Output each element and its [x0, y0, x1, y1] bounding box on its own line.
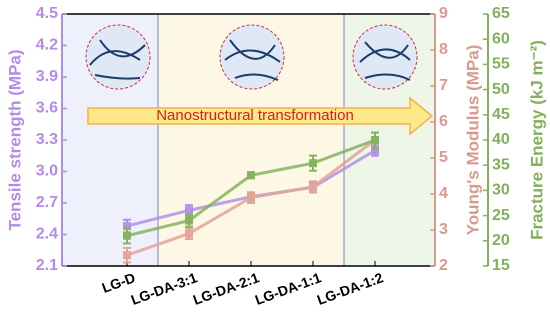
y3-axis-title: Fracture Energy (kJ m⁻²)	[527, 40, 546, 240]
structure-icon	[85, 24, 151, 90]
y3-tick-label: 55	[492, 56, 510, 73]
y-tick-label: 4.5	[36, 5, 58, 22]
y-tick-label: 3.3	[36, 131, 58, 148]
marker	[185, 206, 193, 215]
marker	[123, 222, 131, 231]
y2-tick-label: 2	[439, 257, 448, 274]
marker	[247, 193, 255, 202]
marker	[185, 216, 193, 225]
marker	[371, 146, 379, 155]
network-lines	[89, 39, 411, 81]
y2-tick-label: 3	[439, 221, 448, 238]
y2-tick-label: 9	[439, 5, 448, 22]
arrow	[87, 96, 434, 136]
y2-tick-label: 6	[439, 113, 448, 130]
marker	[123, 231, 131, 240]
y3-tick-label: 40	[492, 131, 510, 148]
y2-axis-title: Young's Modulus (MPa)	[463, 45, 482, 236]
marker	[123, 251, 131, 260]
marker	[185, 229, 193, 238]
marker	[371, 136, 379, 144]
y2-tick-label: 8	[439, 41, 448, 58]
marker	[247, 171, 255, 180]
y2-tick-label: 5	[439, 149, 448, 166]
y3-tick-label: 30	[492, 182, 510, 199]
y-tick-label: 3.0	[36, 163, 58, 180]
y-tick-label: 2.7	[36, 194, 58, 211]
marker	[309, 159, 317, 168]
y2-tick-label: 7	[439, 77, 448, 94]
y3-tick-label: 45	[492, 106, 510, 123]
y3-tick-label: 20	[492, 232, 510, 249]
y3-tick-label: 35	[492, 156, 510, 173]
y-tick-label: 2.1	[36, 257, 58, 274]
y3-tick-label: 65	[492, 5, 510, 22]
y-tick-label: 2.4	[36, 226, 58, 243]
y-axis-title: Tensile strength (MPa)	[5, 49, 24, 230]
x-tick-label: LG-DA-1:1	[253, 269, 324, 308]
y3-tick-label: 50	[492, 81, 510, 98]
y3-tick-label: 25	[492, 207, 510, 224]
x-tick-label: LG-DA-3:1	[129, 269, 200, 308]
y-tick-label: 4.2	[36, 37, 58, 54]
x-tick-label: LG-DA-2:1	[191, 269, 262, 308]
y3-tick-label: 15	[492, 257, 510, 274]
decoration: Nanostructural transformation	[85, 24, 434, 136]
annotation: Nanostructural transformation	[156, 107, 354, 124]
y3-tick-label: 60	[492, 30, 510, 47]
marker	[309, 182, 317, 191]
structure-icon	[219, 24, 285, 90]
y2-tick-label: 4	[439, 185, 448, 202]
series	[123, 131, 379, 245]
y-tick-label: 3.9	[36, 68, 58, 85]
x-tick-label: LG-DA-1:2	[315, 269, 386, 308]
y-tick-label: 3.6	[36, 100, 58, 117]
